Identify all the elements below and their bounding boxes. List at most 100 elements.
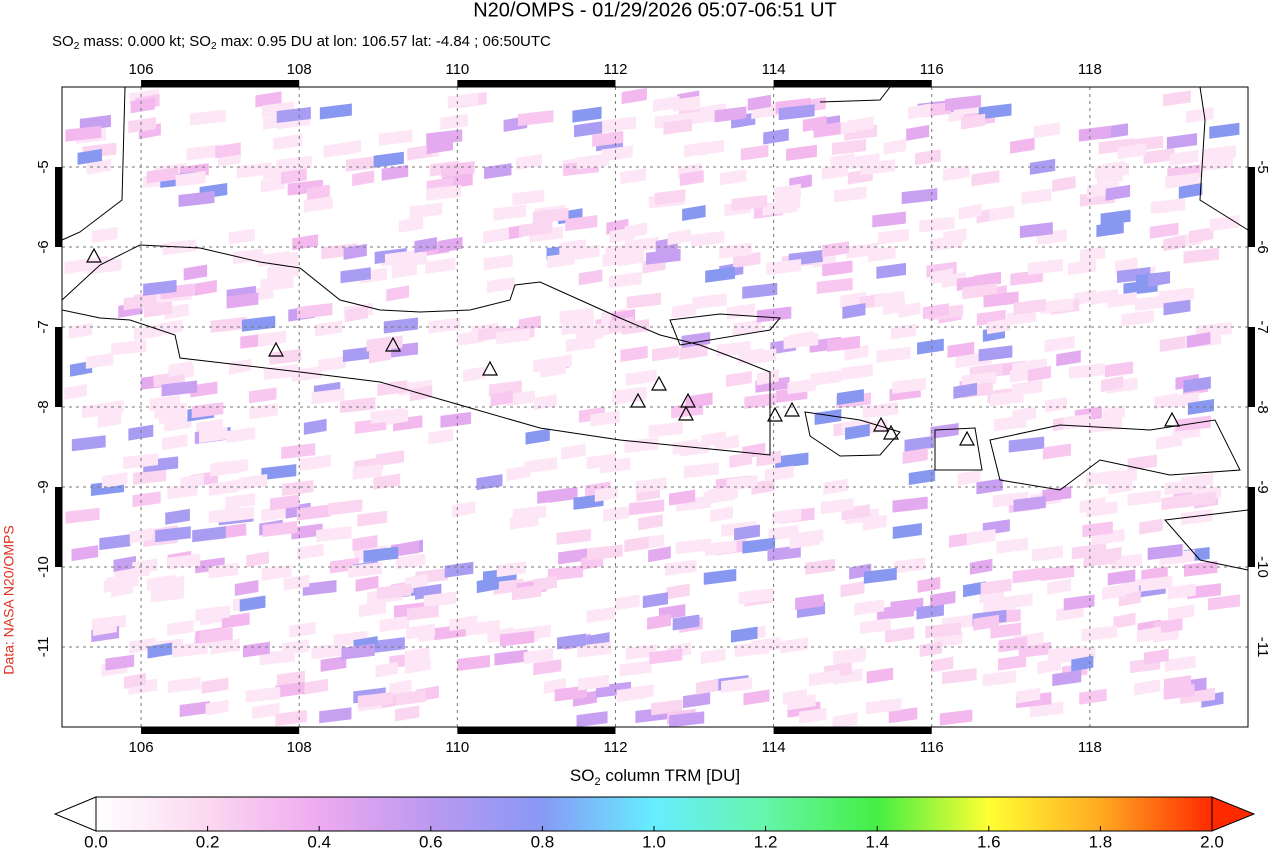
- retrieval-pixel: [602, 250, 635, 267]
- retrieval-pixel: [982, 670, 1016, 687]
- retrieval-pixel: [407, 144, 432, 161]
- retrieval-pixel: [263, 364, 299, 381]
- retrieval-pixel: [730, 626, 758, 643]
- retrieval-pixel: [320, 655, 347, 672]
- retrieval-pixel: [1163, 299, 1191, 316]
- retrieval-pixel: [389, 679, 412, 696]
- retrieval-pixel: [953, 382, 978, 399]
- retrieval-pixel: [666, 583, 690, 600]
- retrieval-pixel: [1209, 122, 1240, 139]
- retrieval-pixel: [1056, 605, 1084, 622]
- colorbar-tick-label: 1.0: [642, 832, 666, 851]
- retrieval-pixel: [251, 702, 280, 719]
- retrieval-pixel: [822, 260, 853, 277]
- retrieval-pixel: [983, 291, 1019, 308]
- retrieval-pixel: [463, 366, 486, 383]
- retrieval-pixel: [814, 408, 842, 425]
- retrieval-pixel: [816, 277, 853, 294]
- retrieval-pixel: [957, 469, 981, 486]
- y-tick-label: -6: [1254, 240, 1271, 253]
- retrieval-pixel: [615, 594, 640, 611]
- retrieval-pixel: [243, 641, 270, 658]
- retrieval-pixel: [146, 167, 179, 184]
- retrieval-pixels: [64, 88, 1240, 729]
- colorbar-tick-label: 1.4: [865, 832, 889, 851]
- retrieval-pixel: [671, 302, 697, 319]
- retrieval-pixel: [79, 114, 111, 131]
- retrieval-pixel: [827, 335, 860, 352]
- retrieval-pixel: [379, 616, 409, 633]
- retrieval-pixel: [510, 513, 539, 530]
- retrieval-pixel: [1149, 222, 1179, 239]
- retrieval-pixel: [532, 207, 569, 224]
- retrieval-pixel: [167, 553, 201, 570]
- retrieval-pixel: [665, 559, 697, 576]
- retrieval-pixel: [1154, 393, 1178, 410]
- retrieval-pixel: [834, 186, 867, 203]
- retrieval-pixel: [1108, 478, 1133, 495]
- retrieval-pixel: [456, 329, 485, 346]
- retrieval-pixel: [97, 412, 122, 429]
- retrieval-pixel: [348, 562, 382, 579]
- retrieval-pixel: [488, 380, 522, 397]
- retrieval-pixel: [276, 670, 305, 687]
- x-tick-label: 114: [762, 739, 786, 756]
- retrieval-pixel: [978, 345, 1013, 362]
- subtitle: SO2 mass: 0.000 kt; SO2 max: 0.95 DU at …: [52, 33, 551, 52]
- retrieval-pixel: [682, 692, 711, 709]
- retrieval-pixel: [1186, 107, 1214, 124]
- retrieval-pixel: [700, 648, 726, 665]
- retrieval-pixel: [787, 378, 816, 395]
- retrieval-pixel: [963, 581, 986, 598]
- retrieval-pixel: [215, 142, 241, 159]
- retrieval-pixel: [833, 649, 864, 666]
- retrieval-pixel: [836, 389, 864, 406]
- retrieval-pixel: [764, 465, 794, 482]
- retrieval-pixel: [683, 462, 719, 479]
- retrieval-pixel: [1159, 336, 1186, 353]
- retrieval-pixel: [303, 418, 327, 435]
- retrieval-pixel: [377, 380, 408, 397]
- retrieval-pixel: [1143, 648, 1169, 665]
- retrieval-pixel: [246, 551, 269, 568]
- retrieval-pixel: [1021, 188, 1052, 205]
- retrieval-pixel: [143, 279, 177, 296]
- retrieval-pixel: [64, 383, 87, 400]
- retrieval-pixel: [860, 159, 896, 176]
- retrieval-pixel: [854, 599, 885, 616]
- retrieval-pixel: [603, 505, 630, 522]
- y-tick-label: -5: [1254, 160, 1271, 173]
- retrieval-pixel: [194, 279, 217, 296]
- retrieval-pixel: [316, 526, 352, 543]
- retrieval-pixel: [232, 248, 264, 265]
- retrieval-pixel: [302, 580, 337, 597]
- volcano: [629, 392, 647, 408]
- retrieval-pixel: [311, 388, 345, 405]
- retrieval-pixel: [99, 534, 131, 551]
- retrieval-pixel: [648, 421, 683, 438]
- retrieval-pixel: [558, 548, 588, 565]
- retrieval-pixel: [594, 485, 618, 502]
- retrieval-pixel: [457, 655, 490, 672]
- retrieval-pixel: [1088, 417, 1123, 434]
- retrieval-pixel: [150, 586, 184, 603]
- retrieval-pixel: [976, 478, 1003, 495]
- retrieval-pixel: [652, 345, 679, 362]
- retrieval-pixel: [267, 264, 299, 281]
- retrieval-pixel: [275, 709, 308, 726]
- retrieval-pixel: [1081, 625, 1118, 642]
- retrieval-pixel: [652, 95, 680, 112]
- retrieval-pixel: [234, 579, 259, 596]
- retrieval-pixel: [774, 183, 801, 200]
- retrieval-pixel: [561, 443, 586, 460]
- frame-bar: [1248, 327, 1255, 407]
- retrieval-pixel: [947, 341, 975, 358]
- retrieval-pixel: [756, 306, 792, 323]
- retrieval-pixel: [576, 711, 608, 728]
- retrieval-pixel: [642, 592, 668, 609]
- subscript: 2: [594, 776, 600, 788]
- retrieval-pixel: [1178, 182, 1203, 199]
- retrieval-pixel: [738, 348, 765, 365]
- retrieval-pixel: [577, 641, 612, 658]
